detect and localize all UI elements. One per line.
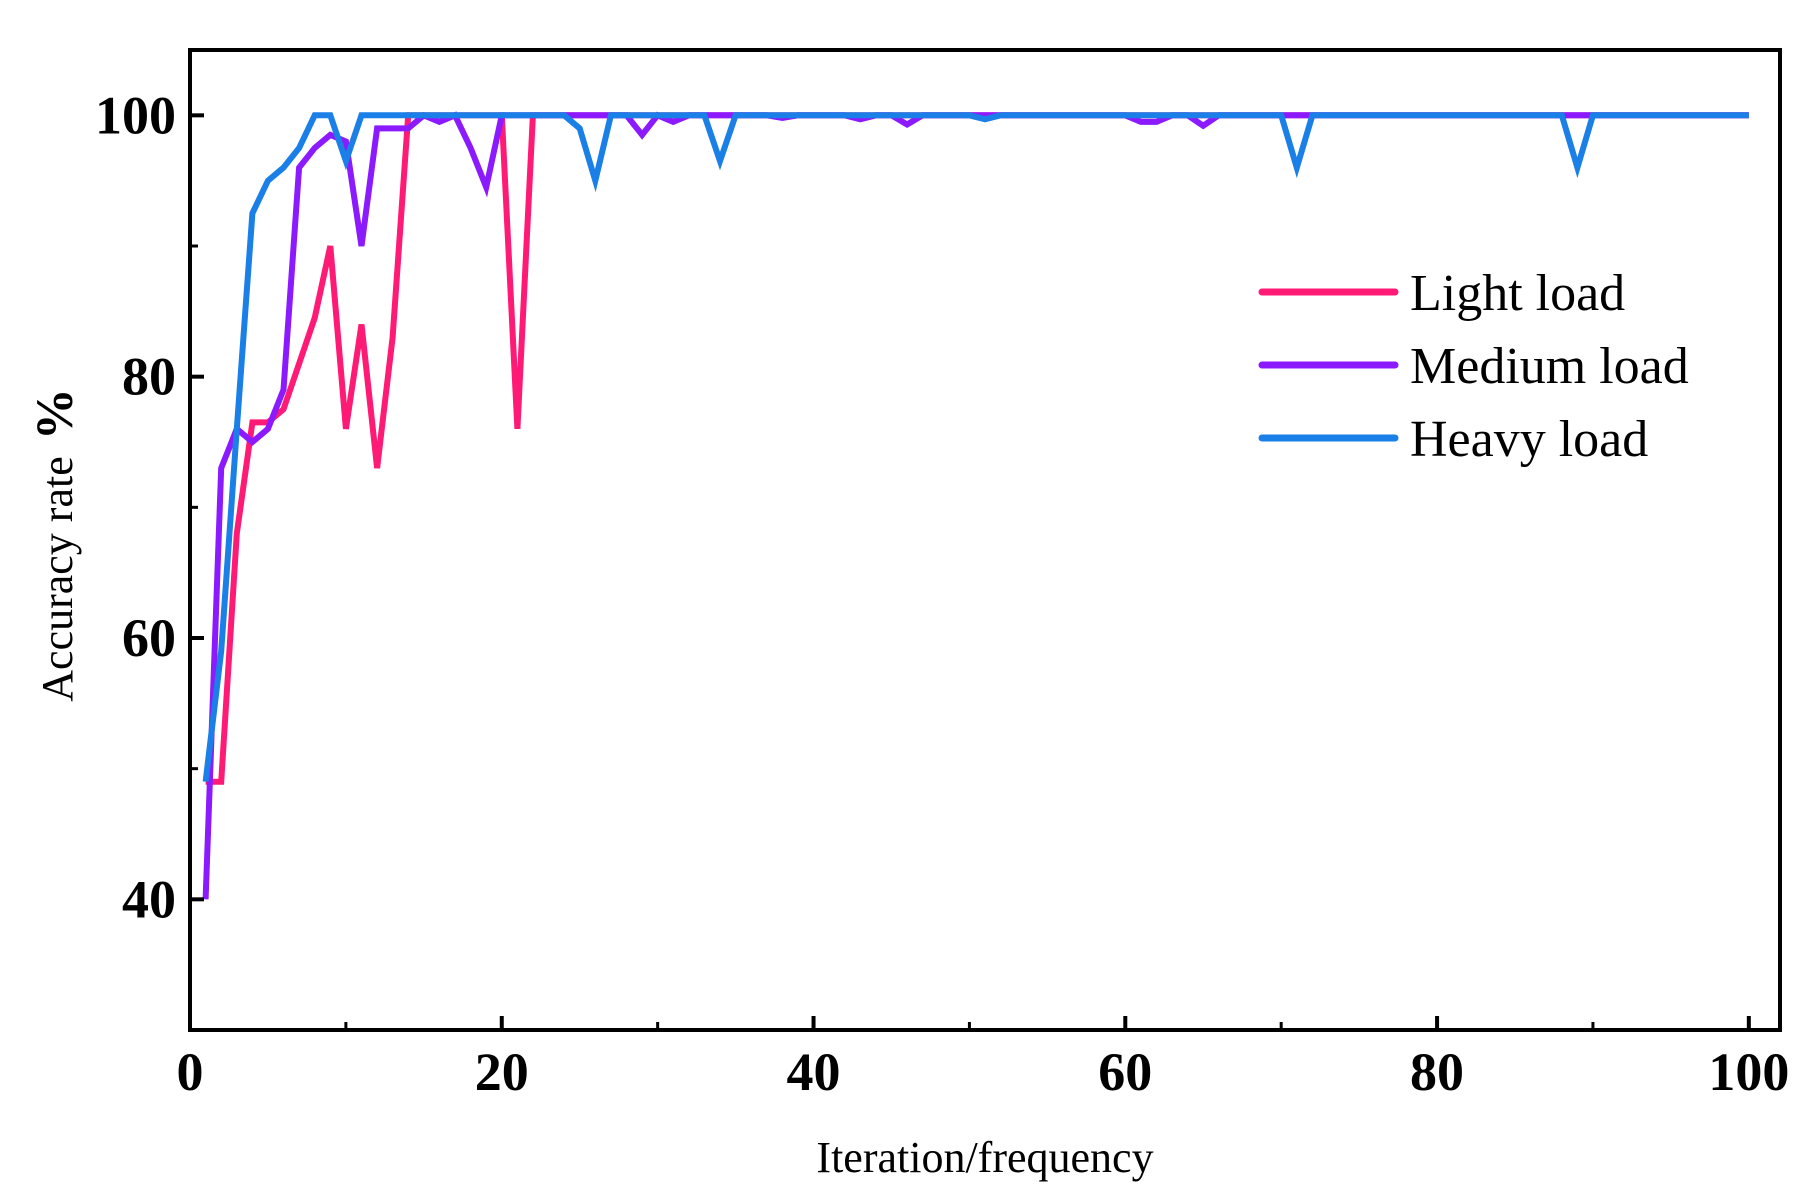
series-layer: [202, 111, 1749, 900]
x-tick-label: 20: [475, 1042, 529, 1102]
y-tick-label: 100: [95, 85, 176, 145]
plot-frame: [188, 48, 1782, 1032]
x-tick-label: 40: [787, 1042, 841, 1102]
legend-label-medium-load: Medium load: [1410, 338, 1689, 395]
y-tick-label: 60: [122, 608, 176, 668]
y-axis-title-unit: %: [27, 388, 84, 440]
legend: Light load Medium load Heavy load: [1258, 265, 1689, 468]
x-tick-label: 100: [1708, 1042, 1789, 1102]
y-tick-label: 80: [122, 347, 176, 407]
x-axis-title: Iteration/frequency: [816, 1133, 1153, 1182]
x-tick-label: 80: [1410, 1042, 1464, 1102]
x-tick-label: 60: [1098, 1042, 1152, 1102]
x-tick-label: 0: [177, 1042, 204, 1102]
ticks-layer: 0 20 40 60 80 100 40 60 80 100: [95, 85, 1789, 1102]
series-line-heavy-load: [202, 112, 1749, 783]
y-tick-label: 40: [122, 869, 176, 929]
legend-label-light-load: Light load: [1410, 265, 1625, 322]
legend-label-heavy-load: Heavy load: [1410, 411, 1648, 468]
y-axis-title-text: Accuracy rate: [33, 456, 82, 701]
y-axis-title: Accuracy rate %: [27, 388, 84, 701]
